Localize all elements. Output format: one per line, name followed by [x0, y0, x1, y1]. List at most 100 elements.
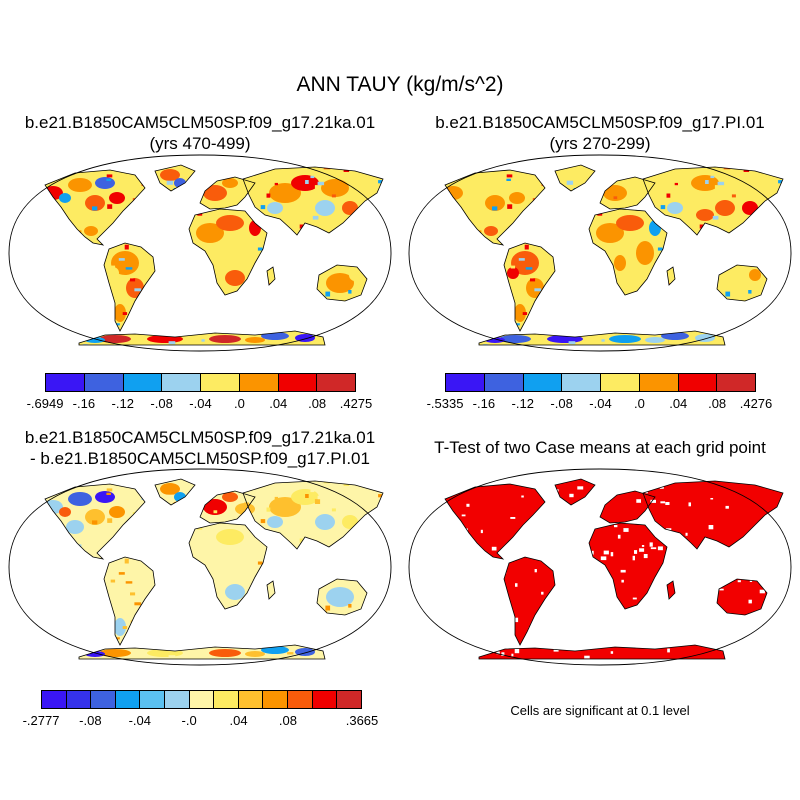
colorbar-cell: [46, 374, 85, 391]
insignificant-cell: [522, 662, 524, 664]
panel-4-title-line1: T-Test of two Case means at each grid po…: [434, 438, 766, 457]
field-cell: [314, 185, 321, 190]
field-cell: [525, 267, 533, 270]
insignificant-cell: [411, 658, 416, 660]
panel-3-title-line2: - b.e21.B1850CAM5CLM50SP.f09_g17.PI.01: [30, 449, 370, 468]
field-cell: [114, 206, 120, 211]
field-cell: [17, 346, 24, 350]
panel-1-title: b.e21.B1850CAM5CLM50SP.f09_g17.21ka.01 (…: [0, 112, 400, 154]
field-patch: [669, 183, 701, 203]
field-cell: [378, 180, 383, 184]
field-cell: [666, 193, 671, 198]
field-patch: [84, 540, 98, 550]
coastline-madagascar: [666, 266, 676, 286]
colorbar-tick-label: -.16: [72, 396, 96, 411]
field-patch: [225, 270, 245, 286]
field-patch: [245, 337, 265, 343]
field-cell: [687, 338, 694, 341]
coastline-greenland: [554, 478, 596, 506]
significance-note: Cells are significant at 0.1 level: [510, 703, 690, 718]
insignificant-cell: [729, 653, 733, 657]
field-cell: [506, 174, 513, 178]
colorbar-tick-label: -.12: [111, 396, 134, 411]
field-cell: [17, 660, 24, 664]
coastline-antarctica: [78, 644, 326, 660]
field-cell: [184, 487, 191, 490]
field-cell: [168, 341, 176, 345]
field-patch: [269, 497, 301, 517]
panel-2-title: b.e21.B1850CAM5CLM50SP.f09_g17.PI.01 (yr…: [400, 112, 800, 154]
field-cell: [522, 312, 528, 315]
field-patch: [216, 529, 244, 545]
insignificant-cell: [632, 555, 635, 561]
coastline-europe: [199, 176, 256, 210]
colorbar-cell: [115, 691, 141, 708]
field-cell: [92, 206, 98, 211]
field-patch: [109, 506, 125, 518]
field-cell: [530, 278, 536, 282]
colorbar-difference: [41, 690, 362, 709]
field-cell: [134, 288, 142, 292]
field-cell: [584, 173, 591, 176]
field-cell: [244, 188, 249, 194]
field-cell: [568, 341, 576, 345]
field-cell: [424, 316, 429, 319]
field-patch: [160, 169, 180, 181]
field-cell: [124, 244, 129, 250]
field-cell: [118, 258, 125, 261]
insignificant-cell: [577, 486, 584, 490]
coastlines: [44, 478, 384, 660]
field-patch: [625, 270, 645, 286]
field-patch: [66, 520, 84, 534]
colorbar-tick-label: -.12: [511, 396, 534, 411]
coastline-africa: [588, 208, 668, 296]
insignificant-cell: [710, 498, 714, 500]
field-cell: [287, 338, 294, 341]
colorbar-tick-label: -.04: [589, 396, 612, 411]
field-patch: [315, 200, 335, 216]
field-cell: [725, 291, 731, 297]
map-panel-difference: [8, 468, 392, 666]
colorbar-tick-label: .04: [669, 396, 688, 411]
field-patch: [269, 183, 301, 203]
coastline-antarctica: [478, 330, 726, 346]
colorbar-pi: [445, 373, 756, 392]
insignificant-cell: [634, 550, 638, 554]
field-patch: [222, 178, 238, 188]
coastline-south-america: [103, 242, 156, 332]
field-cell: [82, 344, 88, 345]
map-border: [408, 154, 792, 352]
field-cell: [107, 518, 113, 523]
colorbar-tick-label: -.6949: [26, 396, 64, 411]
field-cell: [130, 278, 136, 282]
field-patch: [236, 555, 254, 579]
field-patch: [225, 584, 245, 600]
field-patch: [267, 516, 283, 528]
insignificant-cell: [610, 651, 614, 654]
field-cell: [518, 258, 525, 261]
field-cell: [416, 292, 420, 296]
insignificant-cell: [415, 519, 418, 522]
field-cell: [125, 267, 133, 270]
colorbar-cell: [84, 374, 124, 391]
field-patch: [203, 499, 227, 515]
insignificant-cell: [777, 623, 783, 626]
field-patch: [603, 185, 627, 201]
insignificant-cell: [649, 542, 653, 547]
field-cell: [644, 188, 649, 194]
field-patch: [507, 267, 519, 279]
field-cell: [106, 492, 111, 495]
coastlines: [444, 164, 784, 346]
field-cell: [412, 194, 416, 197]
colorbar-cell: [162, 374, 201, 391]
field-cell: [106, 178, 111, 181]
field-cell: [388, 609, 391, 614]
field-patch: [59, 193, 71, 203]
field-cell: [274, 496, 278, 500]
field-cell: [257, 247, 263, 251]
field-patch: [667, 202, 683, 214]
coastline-europe: [199, 490, 256, 524]
insignificant-cell: [636, 499, 641, 503]
coastline-greenland: [154, 164, 196, 192]
colorbar-cell: [42, 691, 67, 708]
